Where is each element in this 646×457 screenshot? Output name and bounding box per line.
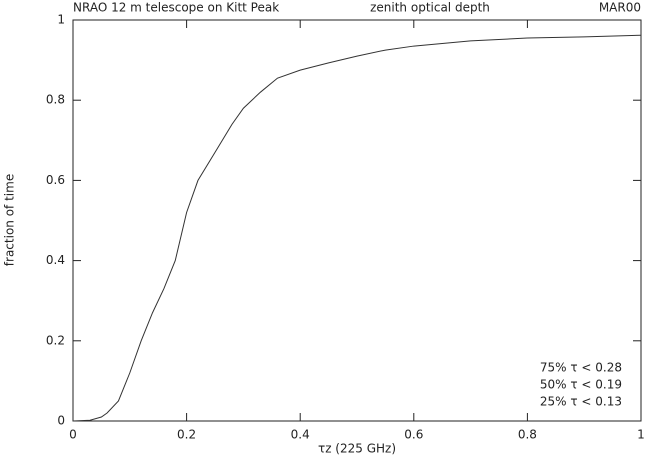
x-tick-label: 0.8 [518,428,537,442]
y-tick-label: 0 [57,414,65,428]
x-tick-label: 1 [637,428,645,442]
annotation: 50% τ < 0.19 [540,378,622,392]
y-tick-label: 0.2 [46,333,65,347]
annotation: 25% τ < 0.13 [540,395,622,409]
y-tick-label: 1 [57,13,65,27]
title-center: zenith optical depth [370,1,490,15]
y-tick-label: 0.6 [46,173,65,187]
data-line [72,34,642,422]
x-tick-label: 0 [69,428,77,442]
plot-frame [72,19,642,422]
annotation: 75% τ < 0.28 [540,361,622,375]
x-tick-label: 0.6 [404,428,423,442]
title-left: NRAO 12 m telescope on Kitt Peak [73,1,279,15]
x-tick-label: 0.4 [291,428,310,442]
y-axis-label: fraction of time [3,174,17,266]
y-tick-label: 0.4 [46,253,65,267]
y-tick-label: 0.8 [46,93,65,107]
title-right: MAR00 [599,1,641,15]
x-axis-label: τz (225 GHz) [318,442,396,456]
x-tick-label: 0.2 [177,428,196,442]
